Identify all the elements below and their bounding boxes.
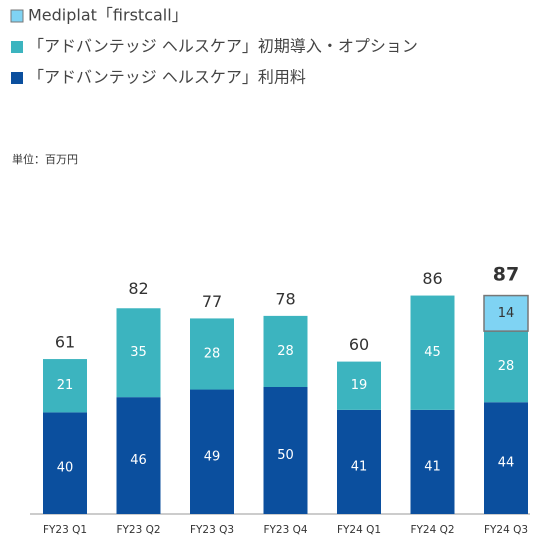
unit-label: 単位：百万円 [12, 152, 78, 166]
segment-label: 41 [351, 459, 368, 474]
bar-segment [410, 409, 455, 514]
x-tick-label: FY23 Q4 [263, 524, 307, 536]
x-tick-label: FY24 Q3 [484, 524, 528, 536]
segment-label: 28 [204, 346, 221, 361]
segment-label: 50 [277, 448, 294, 463]
bar-segment [483, 294, 529, 332]
x-tick-label: FY23 Q3 [190, 524, 234, 536]
x-tick-label: FY23 Q2 [116, 524, 160, 536]
bar-segment [337, 361, 381, 410]
bar-segment [190, 389, 234, 514]
segment-label: 14 [498, 306, 515, 321]
total-label: 78 [275, 289, 295, 308]
total-label: 61 [55, 333, 75, 352]
legend-label: Mediplat「firstcall」 [28, 6, 188, 25]
bar-segment [263, 387, 308, 514]
segment-label: 28 [498, 359, 515, 374]
legend-label: 「アドバンテッジ ヘルスケア」初期導入・オプション [28, 37, 418, 56]
segment-label: 49 [204, 449, 221, 464]
legend-label: 「アドバンテッジ ヘルスケア」利用料 [28, 68, 306, 87]
segment-label: 46 [130, 453, 147, 468]
bar-segment [337, 409, 381, 514]
bar-segment [190, 318, 234, 390]
segment-label: 19 [351, 378, 368, 393]
bar-segment [43, 359, 87, 413]
segment-label: 41 [424, 459, 441, 474]
bar-segment [484, 402, 528, 514]
x-tick-label: FY23 Q1 [43, 524, 87, 536]
total-label: 77 [202, 292, 222, 311]
total-label: 86 [422, 269, 442, 288]
bar-segment [410, 295, 455, 410]
bar-segment [43, 412, 87, 514]
x-tick-label: FY24 Q1 [337, 524, 381, 536]
segment-label: 45 [424, 345, 441, 360]
total-label: 60 [349, 335, 369, 354]
segment-label: 35 [130, 345, 147, 360]
bar-segment [116, 397, 161, 514]
segment-label: 40 [57, 461, 74, 476]
segment-label: 21 [57, 378, 74, 393]
x-tick-label: FY24 Q2 [410, 524, 454, 536]
bar-segment [263, 315, 308, 387]
legend-swatch [11, 72, 23, 84]
segment-label: 28 [277, 344, 294, 359]
legend-swatch [10, 9, 24, 23]
bar-segment [484, 331, 528, 403]
total-label: 87 [493, 264, 519, 286]
total-label: 82 [128, 279, 148, 298]
segment-label: 44 [498, 456, 515, 471]
bar-segment [116, 308, 161, 398]
legend-swatch [11, 41, 23, 53]
